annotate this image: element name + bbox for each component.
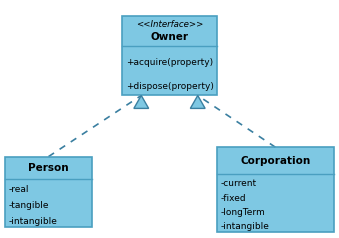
- Bar: [217, 174, 334, 232]
- Text: -intangible: -intangible: [9, 217, 58, 226]
- Bar: [122, 46, 217, 95]
- Text: -real: -real: [9, 185, 29, 194]
- Text: -fixed: -fixed: [221, 193, 246, 203]
- Bar: [217, 147, 334, 232]
- Bar: [5, 157, 92, 179]
- Text: -longTerm: -longTerm: [221, 208, 265, 217]
- Bar: [217, 147, 334, 174]
- Polygon shape: [190, 95, 205, 109]
- Text: Corporation: Corporation: [240, 156, 311, 166]
- Bar: [5, 157, 92, 227]
- Text: -intangible: -intangible: [221, 222, 270, 231]
- Text: <<Interface>>: <<Interface>>: [136, 20, 203, 29]
- Text: Owner: Owner: [151, 32, 188, 42]
- Text: +dispose(property): +dispose(property): [126, 82, 214, 91]
- Text: -tangible: -tangible: [9, 201, 49, 210]
- Text: Person: Person: [28, 163, 69, 173]
- Text: +acquire(property): +acquire(property): [126, 58, 214, 66]
- Bar: [5, 179, 92, 227]
- Polygon shape: [134, 95, 149, 109]
- Text: -current: -current: [221, 179, 257, 188]
- Bar: [122, 15, 217, 95]
- Bar: [122, 15, 217, 46]
